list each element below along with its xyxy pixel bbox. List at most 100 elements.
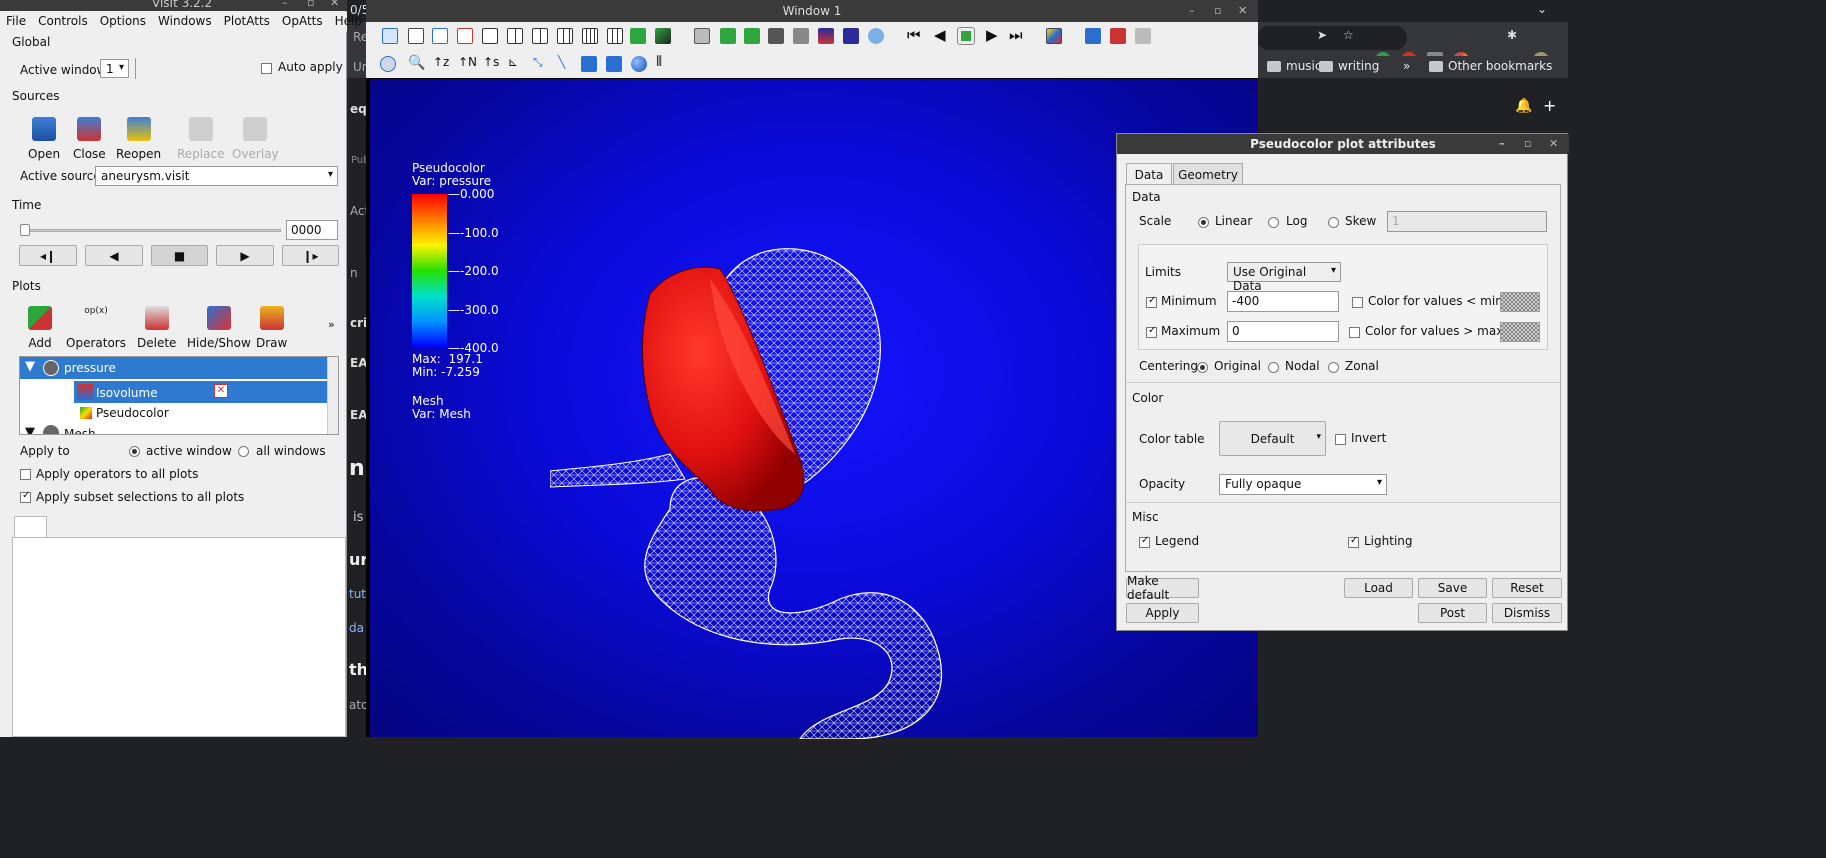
plus-icon[interactable]: + bbox=[1543, 96, 1557, 115]
minimum-checkbox[interactable] bbox=[1146, 295, 1157, 309]
color-min-swatch[interactable] bbox=[1500, 292, 1540, 312]
movie-icon[interactable] bbox=[818, 28, 834, 44]
step-forward-button[interactable]: ❙▸ bbox=[282, 245, 339, 266]
scale-linear-radio[interactable] bbox=[1198, 215, 1209, 229]
step-back-button[interactable]: ◂❙ bbox=[19, 245, 77, 266]
tab-data[interactable]: Data bbox=[1126, 163, 1172, 185]
all-windows-radio[interactable] bbox=[238, 444, 249, 458]
menu-plotatts[interactable]: PlotAtts bbox=[223, 14, 270, 28]
color-table-button[interactable]: Default ▾ bbox=[1219, 421, 1326, 456]
time-field[interactable]: 0000 bbox=[286, 220, 338, 240]
plot-row-mesh[interactable]: ▼ Mesh bbox=[20, 423, 327, 435]
play-reverse-button[interactable]: ◀ bbox=[85, 245, 143, 266]
address-bar[interactable] bbox=[1257, 26, 1407, 50]
bookmark-other[interactable]: Other bookmarks bbox=[1429, 59, 1552, 73]
maximize-icon[interactable]: ▫ bbox=[1524, 137, 1532, 150]
overlay-button[interactable]: Overlay bbox=[232, 117, 279, 161]
menu-opatts[interactable]: OpAtts bbox=[281, 14, 323, 28]
zoom-icon[interactable]: 🔍 bbox=[408, 55, 426, 71]
invert-checkbox[interactable] bbox=[1335, 432, 1346, 446]
draw-button[interactable]: Draw bbox=[256, 306, 287, 350]
active-source-select[interactable]: aneurysm.visit bbox=[95, 166, 338, 186]
hide-show-button[interactable]: Hide/Show bbox=[187, 306, 251, 350]
send-icon[interactable]: ➤ bbox=[1317, 28, 1328, 42]
bookmark-music[interactable]: music bbox=[1267, 59, 1321, 73]
lock-time-icon[interactable] bbox=[655, 28, 671, 44]
stop-button[interactable]: ■ bbox=[151, 245, 208, 266]
lighting-checkbox[interactable] bbox=[1348, 535, 1359, 549]
next-frame-icon[interactable]: ▶ bbox=[986, 26, 998, 44]
tab-geometry[interactable]: Geometry bbox=[1173, 163, 1243, 185]
menu-options[interactable]: Options bbox=[99, 14, 147, 28]
layout-4-icon[interactable] bbox=[532, 28, 548, 44]
scale-skew-radio[interactable] bbox=[1328, 215, 1339, 229]
color-max-checkbox[interactable] bbox=[1349, 325, 1360, 339]
maximum-checkbox[interactable] bbox=[1146, 325, 1157, 339]
post-button[interactable]: Post bbox=[1418, 603, 1487, 623]
navigate-icon[interactable] bbox=[380, 56, 396, 72]
color-min-checkbox[interactable] bbox=[1352, 295, 1363, 309]
toggle-icon[interactable] bbox=[382, 28, 398, 44]
new-window-icon[interactable] bbox=[408, 28, 424, 44]
delete-button[interactable]: Delete bbox=[137, 306, 176, 350]
minimize-icon[interactable]: – bbox=[1499, 137, 1505, 150]
pick-icon[interactable] bbox=[1110, 28, 1126, 44]
visibility-icon[interactable] bbox=[43, 425, 59, 434]
output-tab[interactable] bbox=[14, 516, 47, 538]
recenter-icon[interactable] bbox=[744, 28, 760, 44]
close-button[interactable]: Close bbox=[73, 117, 106, 161]
apply-operators-checkbox[interactable] bbox=[20, 467, 31, 481]
load-button[interactable]: Load bbox=[1344, 578, 1413, 598]
reset-button[interactable]: Reset bbox=[1492, 578, 1562, 598]
save-button[interactable]: Save bbox=[1418, 578, 1487, 598]
pick-point-icon[interactable]: ⤡ bbox=[533, 55, 543, 69]
last-frame-icon[interactable]: ⏭ bbox=[1009, 26, 1023, 44]
lock-view-icon[interactable] bbox=[630, 28, 646, 44]
active-window-select[interactable]: 1 bbox=[100, 59, 129, 78]
lineout-icon[interactable]: ╲ bbox=[558, 55, 566, 69]
remove-operator-icon[interactable]: ✕ bbox=[214, 384, 228, 398]
bookmark-writing[interactable]: writing bbox=[1319, 59, 1379, 73]
reset-view-icon[interactable] bbox=[720, 28, 736, 44]
plot-list[interactable]: ▼ pressure Isovolume ✕ Pseudocolor ▼ Mes… bbox=[19, 356, 339, 435]
layout-6-icon[interactable] bbox=[557, 28, 573, 44]
save-movie-icon[interactable] bbox=[843, 28, 859, 44]
apply-button[interactable]: Apply bbox=[1126, 603, 1199, 623]
minimum-field[interactable]: -400 bbox=[1227, 291, 1339, 312]
close-icon[interactable]: ✕ bbox=[1238, 4, 1248, 17]
clear-pick-icon[interactable] bbox=[1135, 28, 1151, 44]
opacity-select[interactable]: Fully opaque bbox=[1219, 474, 1387, 495]
centering-original-radio[interactable] bbox=[1197, 360, 1208, 374]
plot-row-pseudocolor[interactable]: Pseudocolor bbox=[74, 405, 327, 425]
layout-1-icon[interactable] bbox=[482, 28, 498, 44]
puzzle-icon[interactable]: ✱ bbox=[1507, 28, 1518, 42]
auto-apply-checkbox[interactable] bbox=[261, 61, 272, 75]
apply-subset-checkbox[interactable] bbox=[20, 490, 31, 504]
color-max-swatch[interactable] bbox=[1500, 322, 1540, 342]
layout-9-icon[interactable] bbox=[607, 28, 623, 44]
minimize-icon[interactable]: – bbox=[282, 0, 288, 9]
make-default-button[interactable]: Make default bbox=[1126, 574, 1199, 602]
close-icon[interactable]: ✕ bbox=[1549, 137, 1559, 150]
delete-window-icon[interactable] bbox=[457, 28, 473, 44]
prev-frame-icon[interactable]: ◀ bbox=[934, 26, 946, 44]
open-button[interactable]: Open bbox=[28, 117, 60, 161]
centering-nodal-radio[interactable] bbox=[1268, 360, 1279, 374]
clone-window-icon[interactable] bbox=[432, 28, 448, 44]
plane-icon[interactable] bbox=[581, 56, 597, 72]
chevron-down-icon[interactable]: ⌄ bbox=[1537, 2, 1548, 16]
skew-field[interactable]: 1 bbox=[1387, 211, 1547, 232]
sphere-icon[interactable] bbox=[631, 56, 647, 72]
replace-button[interactable]: Replace bbox=[177, 117, 224, 161]
axes-icon[interactable]: ⊾ bbox=[508, 55, 519, 69]
query-icon[interactable] bbox=[1085, 28, 1101, 44]
collapse-icon[interactable]: ▼ bbox=[25, 425, 35, 435]
axis-z-icon[interactable]: ↑z bbox=[433, 55, 450, 69]
operator-row-isovolume[interactable]: Isovolume ✕ bbox=[74, 381, 327, 403]
operators-button[interactable]: op(x) Operators bbox=[66, 306, 126, 350]
menu-file[interactable]: File bbox=[6, 14, 27, 28]
plot-row-pressure[interactable]: ▼ pressure bbox=[20, 357, 327, 379]
menu-controls[interactable]: Controls bbox=[38, 14, 88, 28]
maximize-icon[interactable]: ▫ bbox=[1214, 4, 1222, 17]
time-slider-handle[interactable] bbox=[20, 224, 30, 236]
